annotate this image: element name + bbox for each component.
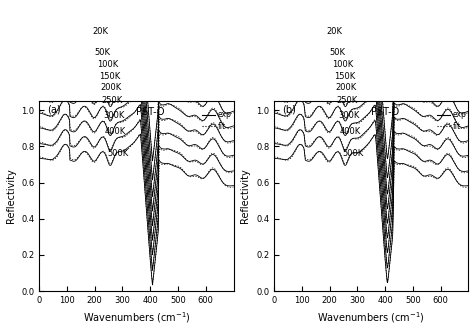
Y-axis label: Reflectivity: Reflectivity xyxy=(240,169,250,223)
Text: 20K: 20K xyxy=(327,27,343,36)
Text: 20K: 20K xyxy=(92,27,108,36)
Text: 50K: 50K xyxy=(329,48,346,57)
Text: PST-D: PST-D xyxy=(371,107,400,117)
Text: 50K: 50K xyxy=(95,48,111,57)
Legend: exp, fit: exp, fit xyxy=(437,111,466,131)
Text: PST-O: PST-O xyxy=(137,107,165,117)
Text: 250K: 250K xyxy=(102,96,123,105)
Text: 150K: 150K xyxy=(99,71,120,81)
Text: 400K: 400K xyxy=(339,127,361,136)
Legend: exp, fit: exp, fit xyxy=(202,111,232,131)
Text: 200K: 200K xyxy=(100,83,121,92)
X-axis label: Wavenumbers (cm$^{-1}$): Wavenumbers (cm$^{-1}$) xyxy=(82,311,190,325)
Text: 200K: 200K xyxy=(335,83,356,92)
Text: 150K: 150K xyxy=(334,71,355,81)
Text: 100K: 100K xyxy=(98,60,119,69)
Text: 300K: 300K xyxy=(338,111,359,120)
Text: 100K: 100K xyxy=(332,60,354,69)
Text: 400K: 400K xyxy=(104,127,126,136)
Text: (a): (a) xyxy=(47,105,61,115)
Text: 500K: 500K xyxy=(107,149,128,158)
Text: (b): (b) xyxy=(282,105,296,115)
Text: 500K: 500K xyxy=(342,149,364,158)
Text: 250K: 250K xyxy=(337,96,358,105)
Y-axis label: Reflectivity: Reflectivity xyxy=(6,169,16,223)
Text: 300K: 300K xyxy=(103,111,125,119)
X-axis label: Wavenumbers (cm$^{-1}$): Wavenumbers (cm$^{-1}$) xyxy=(318,311,425,325)
